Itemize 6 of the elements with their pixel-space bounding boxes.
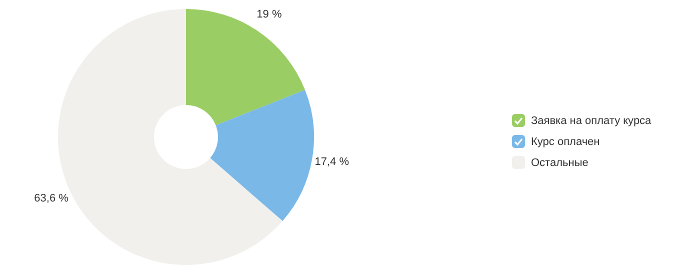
data-label: 17,4 % xyxy=(314,156,350,168)
legend-label: Остальные xyxy=(531,156,588,168)
data-label: 63,6 % xyxy=(34,192,69,204)
legend-label: Заявка на оплату курса xyxy=(531,114,652,126)
legend-label: Курс оплачен xyxy=(531,136,600,148)
data-label: 19 % xyxy=(256,8,282,21)
